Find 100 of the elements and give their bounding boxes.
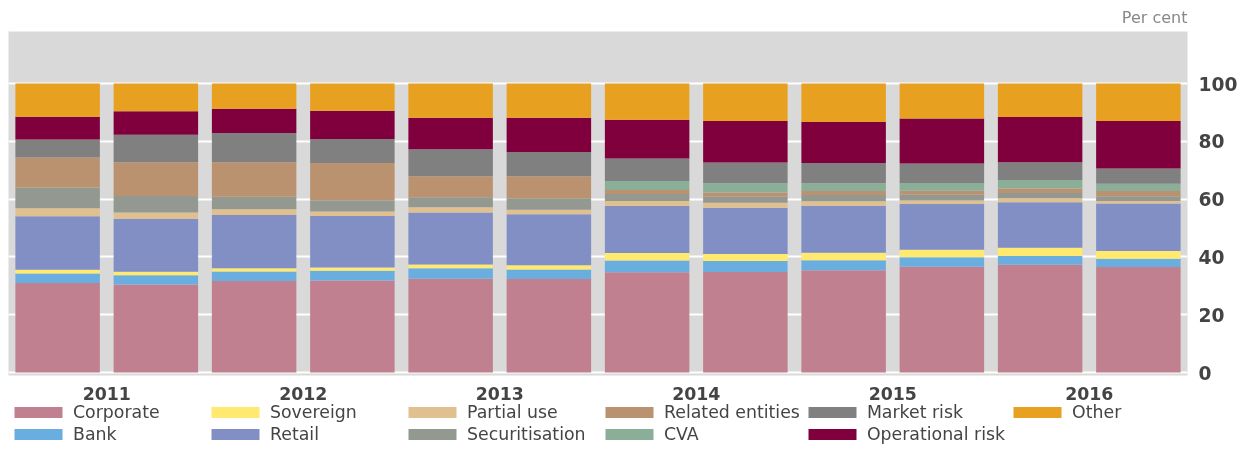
bar xyxy=(899,163,985,183)
bar xyxy=(1096,250,1181,259)
bar xyxy=(211,209,297,216)
y-tick-label: 20 xyxy=(1198,304,1225,326)
y-tick-label: 60 xyxy=(1198,189,1225,211)
bar xyxy=(801,260,886,271)
bar xyxy=(899,204,985,250)
bar xyxy=(899,266,985,373)
bar xyxy=(997,264,1083,373)
bar xyxy=(703,162,788,184)
bar xyxy=(1096,200,1181,204)
bar xyxy=(997,202,1083,248)
bar xyxy=(408,207,493,213)
bar xyxy=(15,157,100,188)
bar xyxy=(703,272,788,373)
x-tick-label: 2013 xyxy=(475,383,524,404)
legend-label: Market risk xyxy=(866,402,964,422)
bar xyxy=(801,252,886,261)
bar xyxy=(997,188,1083,194)
bar xyxy=(801,205,886,253)
bar xyxy=(506,269,592,279)
bar xyxy=(15,139,100,158)
legend-label: Operational risk xyxy=(866,424,1006,444)
bar xyxy=(604,158,690,181)
legend-label: Bank xyxy=(73,424,118,444)
legend-label: Related entities xyxy=(664,402,800,422)
legend-label: Securitisation xyxy=(467,424,587,444)
bar xyxy=(801,183,886,192)
x-tick-label: 2015 xyxy=(868,383,917,404)
bar xyxy=(1096,121,1181,169)
bar xyxy=(899,182,985,191)
bar xyxy=(1096,168,1181,184)
bar xyxy=(506,265,592,270)
bar xyxy=(506,278,592,373)
bar xyxy=(15,187,100,209)
bar xyxy=(899,118,985,164)
bar xyxy=(1096,258,1181,268)
bar xyxy=(1096,267,1181,373)
bar xyxy=(703,207,788,255)
bar xyxy=(15,216,100,270)
bar xyxy=(1096,83,1181,122)
bar xyxy=(15,83,100,117)
bar xyxy=(997,162,1083,181)
bar xyxy=(604,119,690,159)
bar xyxy=(899,249,985,258)
bar xyxy=(310,139,395,164)
bar xyxy=(801,270,886,373)
bar xyxy=(604,206,690,253)
bar xyxy=(899,194,985,201)
bar xyxy=(408,264,493,269)
bar xyxy=(997,180,1083,189)
bar xyxy=(703,192,788,197)
legend-label: Other xyxy=(1072,402,1123,422)
bar xyxy=(703,202,788,208)
bar xyxy=(211,83,297,109)
bar xyxy=(604,180,690,190)
legend-label: Partial use xyxy=(467,402,559,422)
bar xyxy=(310,211,395,216)
legend-label: Sovereign xyxy=(270,402,358,422)
bar xyxy=(997,117,1083,163)
bar xyxy=(997,247,1083,257)
bar xyxy=(703,121,788,163)
bar xyxy=(604,260,690,273)
bar xyxy=(408,197,493,208)
legend-label: CVA xyxy=(664,424,700,444)
bar xyxy=(506,117,592,153)
legend-label: Corporate xyxy=(73,402,161,422)
bar xyxy=(211,268,297,272)
bar xyxy=(1096,203,1181,251)
bar xyxy=(15,283,100,373)
y-tick-label: 0 xyxy=(1198,362,1212,384)
bar xyxy=(310,270,395,281)
bar xyxy=(997,256,1083,265)
bar xyxy=(113,195,199,213)
bar xyxy=(408,176,493,198)
bar xyxy=(506,176,592,199)
bar xyxy=(604,193,690,201)
bar xyxy=(703,196,788,203)
bar xyxy=(408,212,493,265)
bar xyxy=(113,284,199,373)
bar xyxy=(113,218,199,272)
bar xyxy=(113,275,199,285)
y-axis-title: Per cent xyxy=(1121,7,1188,27)
bar xyxy=(506,209,592,215)
bar xyxy=(506,198,592,210)
bar xyxy=(506,214,592,266)
bar xyxy=(703,183,788,193)
bar xyxy=(408,117,493,150)
bar xyxy=(506,83,592,118)
bar xyxy=(801,191,886,196)
bar xyxy=(899,190,985,195)
bar xyxy=(15,116,100,140)
bar xyxy=(801,83,886,122)
bar xyxy=(408,83,493,118)
bar xyxy=(310,83,395,111)
x-tick-label: 2012 xyxy=(279,383,328,404)
bar xyxy=(604,200,690,207)
bar xyxy=(113,111,199,135)
bar xyxy=(997,193,1083,199)
bar xyxy=(310,200,395,212)
